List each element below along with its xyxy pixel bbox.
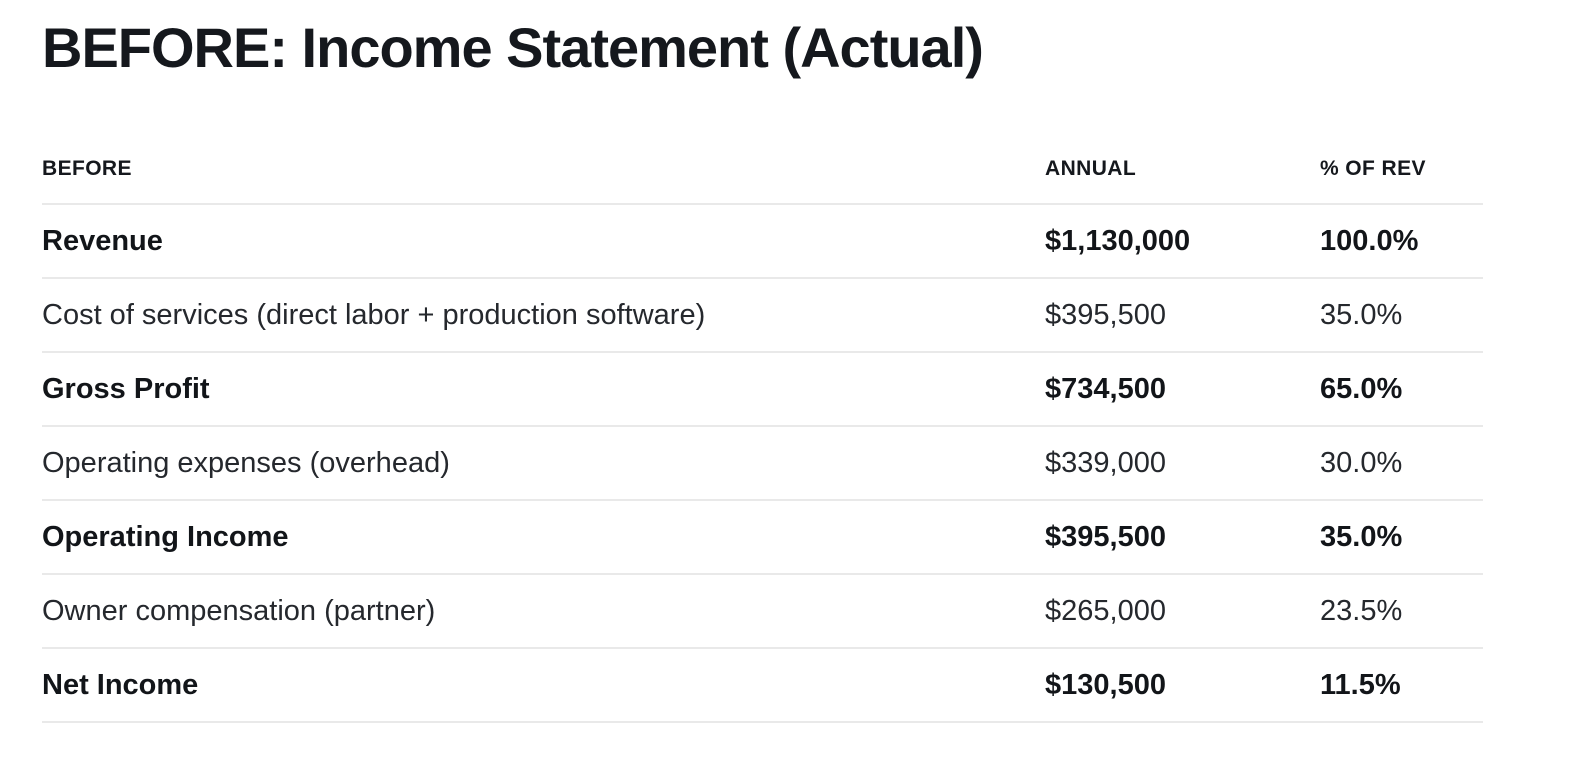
- row-annual-value: $395,500: [1045, 298, 1166, 331]
- table-row-gross-profit: Gross Profit $734,500 65.0%: [42, 353, 1483, 427]
- page: BEFORE: Income Statement (Actual) BEFORE…: [42, 16, 1483, 723]
- row-label: Operating Income: [42, 520, 289, 553]
- column-header-before: BEFORE: [42, 157, 132, 180]
- table-row-net-income: Net Income $130,500 11.5%: [42, 649, 1483, 723]
- column-header-annual: ANNUAL: [1045, 157, 1137, 180]
- row-pct-value: 30.0%: [1320, 446, 1403, 479]
- row-annual-value: $265,000: [1045, 594, 1166, 627]
- table-row-operating-income: Operating Income $395,500 35.0%: [42, 501, 1483, 575]
- row-label: Cost of services (direct labor + product…: [42, 298, 706, 331]
- row-annual-value: $130,500: [1045, 668, 1166, 701]
- table-row-revenue: Revenue $1,130,000 100.0%: [42, 205, 1483, 279]
- row-pct-value: 35.0%: [1320, 520, 1403, 553]
- row-pct-value: 65.0%: [1320, 372, 1403, 405]
- row-label: Revenue: [42, 224, 163, 257]
- income-statement-table: BEFORE ANNUAL % OF REV Revenue $1,130,00…: [42, 135, 1483, 723]
- row-pct-value: 35.0%: [1320, 298, 1403, 331]
- table-row-cost-of-services: Cost of services (direct labor + product…: [42, 279, 1483, 353]
- row-annual-value: $395,500: [1045, 520, 1166, 553]
- row-annual-value: $734,500: [1045, 372, 1166, 405]
- table-row-operating-expenses: Operating expenses (overhead) $339,000 3…: [42, 427, 1483, 501]
- row-annual-value: $339,000: [1045, 446, 1166, 479]
- page-title: BEFORE: Income Statement (Actual): [42, 16, 984, 79]
- row-pct-value: 11.5%: [1320, 668, 1401, 701]
- row-label: Owner compensation (partner): [42, 594, 436, 627]
- row-pct-value: 23.5%: [1320, 594, 1403, 627]
- row-annual-value: $1,130,000: [1045, 224, 1191, 257]
- row-label: Net Income: [42, 668, 199, 701]
- column-header-pct-of-rev: % OF REV: [1320, 157, 1426, 180]
- row-label: Operating expenses (overhead): [42, 446, 450, 479]
- table-row-owner-compensation: Owner compensation (partner) $265,000 23…: [42, 575, 1483, 649]
- table-header-row: BEFORE ANNUAL % OF REV: [42, 135, 1483, 205]
- row-label: Gross Profit: [42, 372, 210, 405]
- row-pct-value: 100.0%: [1320, 224, 1419, 257]
